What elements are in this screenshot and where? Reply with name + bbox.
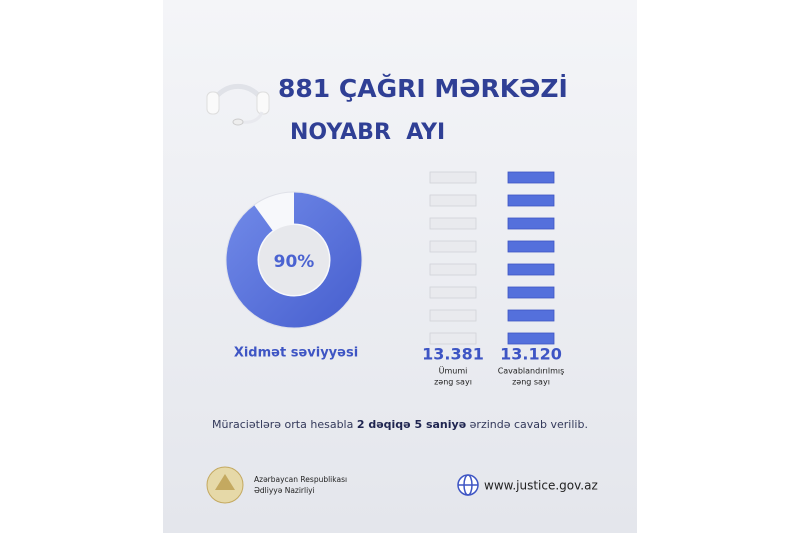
title: 881 ÇAĞRI MƏRKƏZİ — [278, 73, 568, 103]
logo — [206, 466, 244, 504]
note-bold: 2 dəqiqə 5 saniyə — [356, 418, 467, 431]
bar-block — [429, 286, 477, 299]
headset-icon — [206, 83, 270, 126]
donut-caption: Xidmət səviyyəsi — [234, 346, 358, 361]
bar-block — [507, 309, 555, 322]
note-text: Müraciətlərə orta hesabla — [212, 418, 357, 431]
bar-block — [429, 240, 477, 253]
bar-block — [429, 309, 477, 322]
globe-icon — [457, 474, 479, 496]
total-number: 13.120 — [500, 345, 562, 364]
bar-block — [507, 240, 555, 253]
bar-block — [429, 171, 477, 184]
bar-block — [507, 217, 555, 230]
subtitle: NOYABR AYI — [290, 120, 445, 145]
total-caption: Ümumi — [439, 366, 468, 376]
donut-hole — [259, 225, 329, 295]
org-line: Ədliyyə Nazirliyi — [254, 486, 315, 495]
bar-block — [507, 194, 555, 207]
note-text: ərzində cavab verilib. — [466, 418, 588, 431]
total-number: 13.381 — [422, 345, 484, 364]
donut-arc — [226, 192, 362, 328]
bar-block — [429, 194, 477, 207]
bar-block — [429, 263, 477, 276]
bar-block — [507, 171, 555, 184]
total-caption: Cavablandırılmış — [498, 367, 565, 376]
total-caption: zəng sayı — [512, 378, 550, 387]
bar-block — [507, 286, 555, 299]
bar-block — [429, 332, 477, 345]
donut-value-label: 90% — [274, 252, 315, 272]
bar-block — [429, 217, 477, 230]
bar-block — [507, 263, 555, 276]
bar-block — [507, 332, 555, 345]
donut — [226, 192, 362, 328]
total-caption: zəng sayı — [434, 378, 472, 387]
org-line: Azərbaycan Respublikası — [254, 475, 347, 484]
note: Müraciətlərə orta hesabla 2 dəqiqə 5 san… — [163, 418, 637, 431]
website[interactable]: www.justice.gov.az — [484, 479, 598, 493]
bar-columns — [429, 171, 555, 345]
